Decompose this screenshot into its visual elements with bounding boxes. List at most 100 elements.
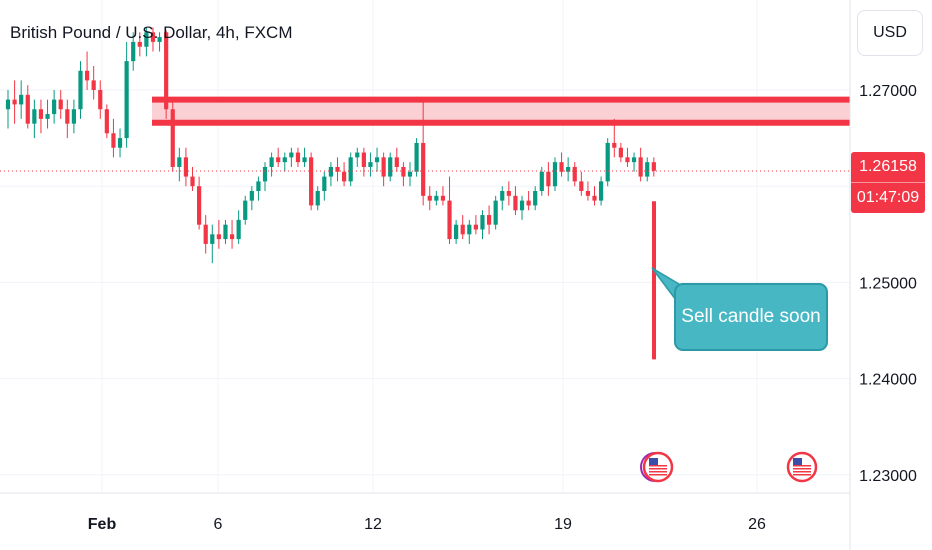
candle — [223, 219, 228, 244]
candle — [256, 176, 261, 201]
candle — [407, 162, 413, 187]
candle — [631, 152, 637, 172]
candle — [414, 138, 419, 177]
candle — [137, 32, 142, 57]
candle — [388, 152, 393, 182]
candle — [25, 85, 30, 129]
sell-callout[interactable]: Sell candle soon — [674, 283, 828, 351]
candle — [282, 152, 287, 172]
candle — [434, 191, 439, 206]
resistance-zone — [152, 99, 850, 123]
candle — [131, 32, 136, 71]
y-tick-label: 1.24000 — [859, 372, 917, 389]
candle — [368, 152, 373, 177]
candle — [546, 162, 551, 196]
candle — [98, 80, 103, 119]
candle — [552, 157, 558, 192]
candle — [269, 152, 274, 177]
candle — [533, 186, 538, 211]
candle — [157, 32, 162, 52]
candle — [32, 99, 37, 139]
candle — [335, 157, 340, 182]
candle — [5, 90, 11, 129]
x-tick-label: 19 — [554, 516, 572, 533]
candle — [104, 104, 109, 139]
candle — [348, 152, 353, 187]
candle — [645, 157, 650, 182]
y-tick-label: 1.27000 — [859, 83, 917, 100]
candle — [513, 186, 518, 216]
candle — [111, 118, 116, 158]
candle — [328, 162, 334, 187]
candle — [341, 162, 347, 187]
y-tick-label: 1.25000 — [859, 275, 917, 292]
y-tick-label: 1.23000 — [859, 468, 917, 485]
candle — [381, 152, 386, 187]
candle — [427, 186, 432, 211]
candle — [177, 147, 182, 182]
candle — [612, 118, 617, 158]
candle — [638, 147, 643, 182]
candle — [210, 224, 215, 264]
candle — [236, 210, 241, 244]
candle — [243, 195, 248, 225]
candle — [19, 80, 24, 119]
candle — [216, 219, 221, 249]
candle — [91, 65, 96, 100]
candle — [493, 195, 498, 230]
candlestick-series — [5, 27, 656, 264]
candle — [473, 215, 478, 235]
candle — [460, 215, 465, 240]
candle — [170, 99, 175, 172]
candle — [38, 99, 44, 134]
us-flag-event-icon — [786, 451, 818, 483]
candle — [249, 186, 254, 211]
candle — [454, 219, 459, 244]
candle — [401, 162, 406, 187]
candle — [84, 51, 90, 90]
candle — [302, 147, 307, 167]
x-tick-label: 26 — [748, 516, 766, 533]
candle — [506, 181, 511, 206]
candle — [447, 176, 452, 244]
candle — [144, 27, 149, 57]
candle — [526, 191, 531, 211]
candle — [605, 138, 610, 187]
candle — [618, 142, 623, 163]
currency-button[interactable]: USD — [857, 10, 923, 56]
candle — [295, 147, 301, 167]
candle — [421, 99, 426, 206]
candle — [440, 186, 446, 206]
candle — [566, 157, 571, 182]
candle — [355, 147, 360, 167]
candle — [117, 128, 123, 158]
candle — [467, 219, 472, 244]
candle — [197, 176, 202, 230]
x-tick-label: 6 — [214, 516, 223, 533]
candle — [203, 215, 208, 254]
candle — [322, 171, 327, 201]
candle — [625, 147, 630, 167]
candle — [592, 186, 597, 206]
candle — [262, 162, 268, 192]
candle — [52, 90, 57, 124]
candle — [361, 147, 366, 177]
candle — [289, 147, 294, 167]
bar-countdown-label: 01:47:09 — [851, 182, 925, 213]
candle — [559, 152, 564, 177]
candle — [78, 61, 83, 119]
candle — [12, 80, 17, 124]
candle — [486, 205, 492, 235]
x-tick-label: 12 — [364, 516, 382, 533]
candle — [315, 186, 320, 211]
candle — [45, 99, 50, 129]
candle — [309, 152, 314, 211]
chart-title: British Pound / U.S. Dollar, 4h, FXCM — [10, 23, 293, 42]
candle — [164, 30, 169, 119]
x-tick-label: Feb — [88, 516, 117, 533]
current-price-label: 1.26158 — [851, 152, 925, 182]
candle — [599, 176, 604, 206]
candle — [183, 147, 189, 187]
